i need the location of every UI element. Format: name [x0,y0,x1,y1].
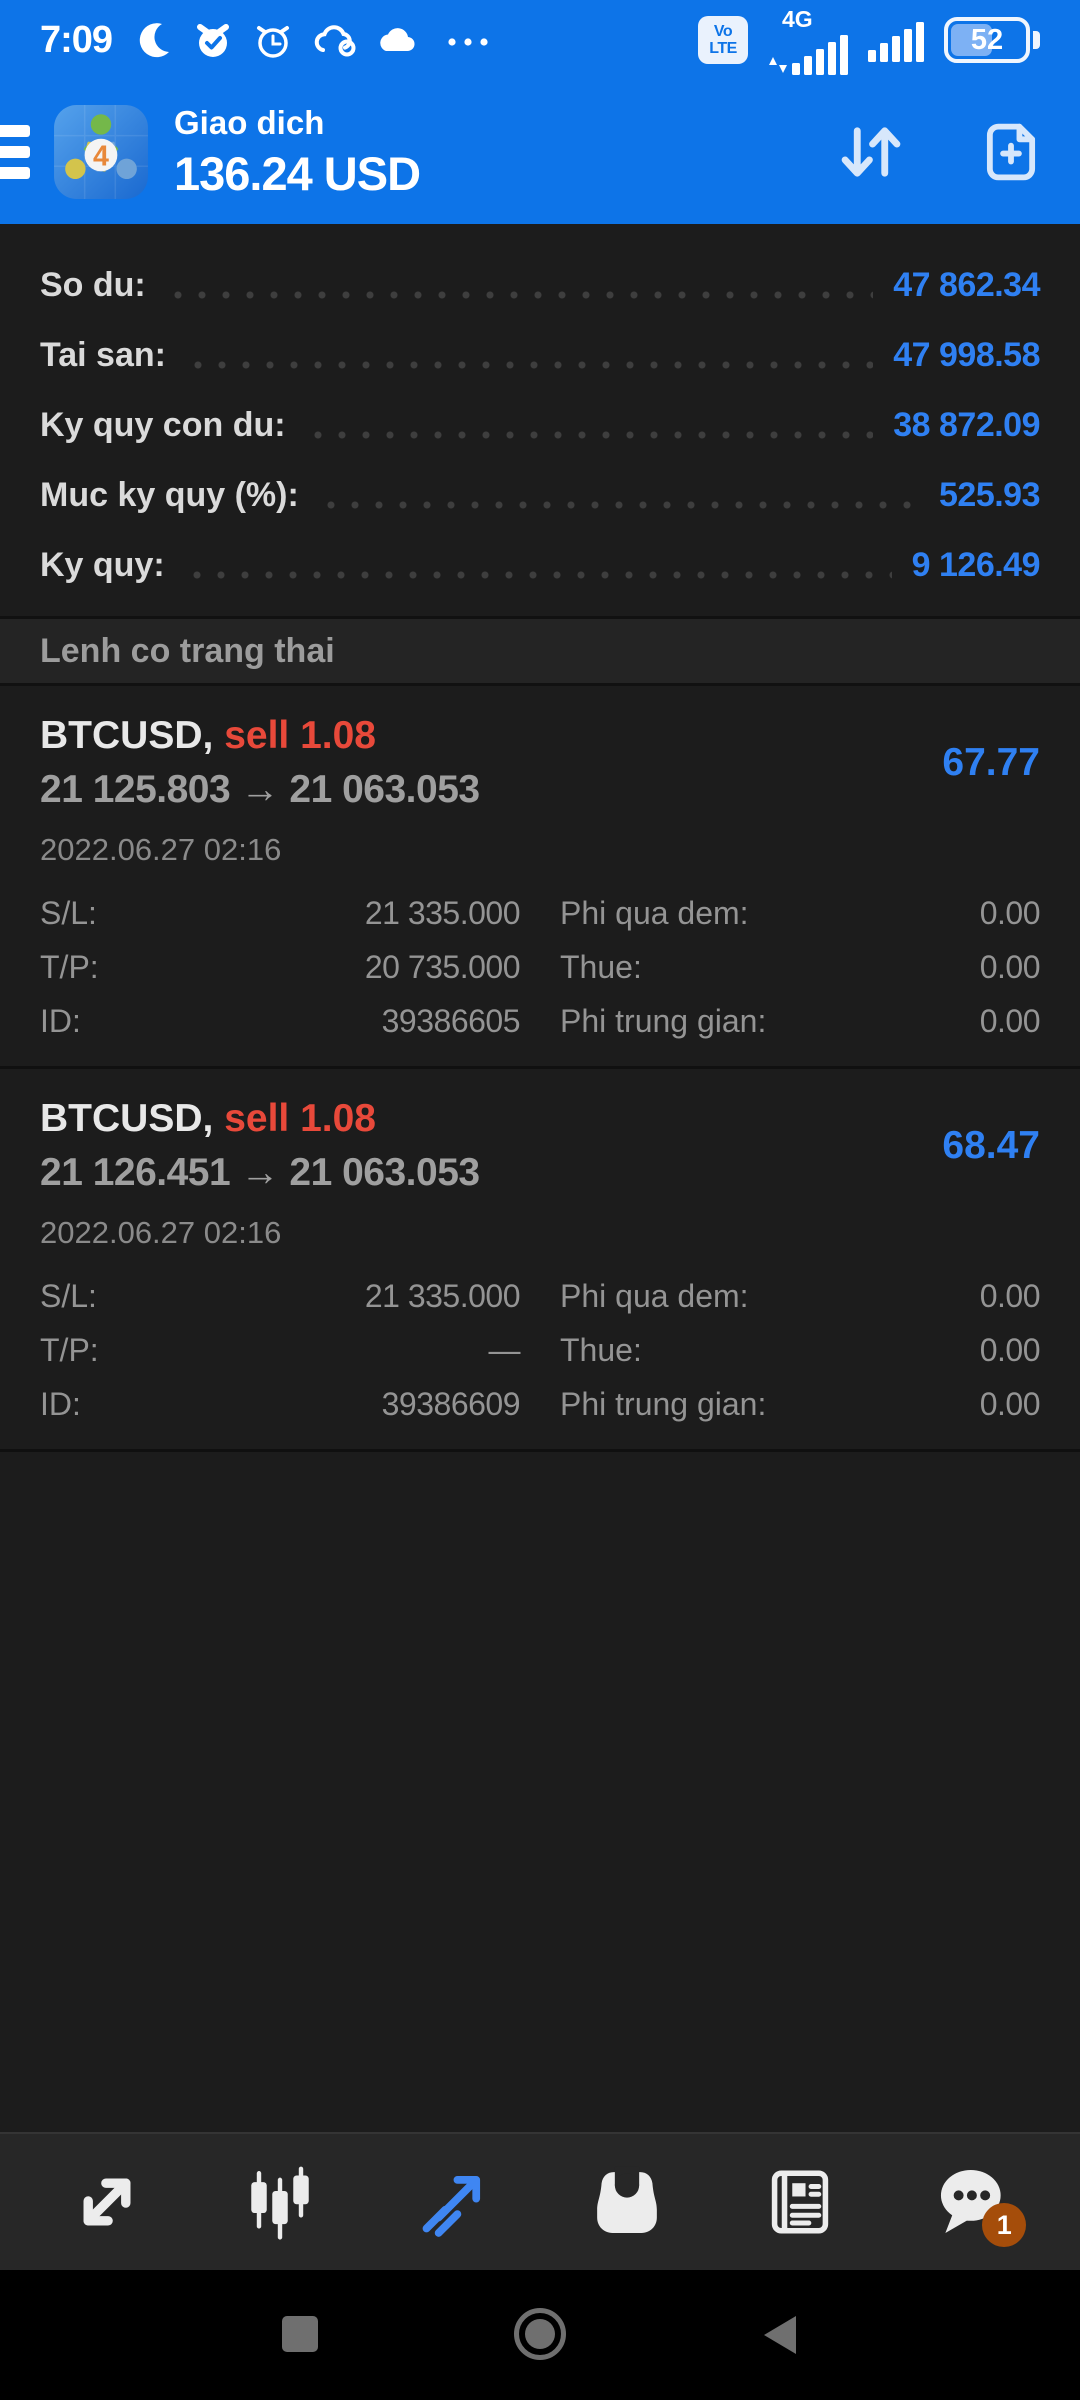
header-balance: 136.24 USD [174,146,421,200]
detail-row: S/L: 21 335.000 Phi qua dem: 0.00 [40,894,1041,931]
sort-button[interactable] [834,115,908,189]
position-symbol: BTCUSD, [40,714,214,757]
network-type-label: 4G [782,5,813,32]
arrow-right-icon: → [240,768,280,811]
page-title: Giao dich [174,103,325,141]
position-card[interactable]: BTCUSD, sell 1.08 21 126.451 → 21 063.05… [0,1069,1080,1452]
detail-row: ID: 39386609 Phi trung gian: 0.00 [40,1385,1041,1422]
positions-section-header: Lenh co trang thai [0,616,1080,686]
detail-row: T/P: — Thue: 0.00 [40,1331,1041,1368]
home-circle-icon[interactable] [514,2308,566,2360]
position-side-volume: sell 1.08 [224,1097,376,1140]
hamburger-menu-button[interactable] [0,125,30,179]
account-row-equity: Tai san: 47 998.58 [40,335,1040,374]
chat-messages-icon [941,2169,1001,2233]
status-bar: 7:09 [0,0,1080,80]
position-profit: 68.47 [942,1124,1040,1167]
dotted-leader [184,571,892,579]
empty-list-area [0,1452,1080,2132]
dotted-leader [185,361,874,369]
account-summary: So du: 47 862.34 Tai san: 47 998.58 Ky q… [0,224,1080,616]
account-row-margin-level: Muc ky quy (%): 525.93 [40,475,1041,514]
volte-badge: Vo LTE [698,16,748,64]
nav-history[interactable] [572,2147,682,2257]
nav-news[interactable] [745,2147,855,2257]
signal-bars-icon [792,34,848,75]
new-order-icon [986,123,1036,181]
position-prices: 21 125.803 → 21 063.053 [40,768,480,811]
battery-indicator: 52 [944,17,1040,63]
nav-charts[interactable] [225,2147,335,2257]
position-profit: 67.77 [942,741,1040,784]
newspaper-icon [771,2170,829,2234]
battery-fill [951,24,992,56]
detail-row: ID: 39386605 Phi trung gian: 0.00 [40,1002,1041,1039]
signal-bars2-icon [868,22,924,62]
position-symbol: BTCUSD, [40,1097,214,1140]
app-version-badge: 4 [93,140,109,172]
sort-arrows-icon [841,127,901,177]
detail-row: S/L: 21 335.000 Phi qua dem: 0.00 [40,1277,1041,1314]
history-tray-icon [596,2166,657,2233]
position-datetime: 2022.06.27 02:16 [40,832,282,867]
data-arrows-icon [769,56,787,73]
unread-badge: 1 [982,2203,1027,2247]
account-row-free-margin: Ky quy con du: 38 872.09 [40,405,1040,444]
nav-quotes[interactable] [52,2147,162,2257]
quotes-trend-icon [83,2178,131,2226]
position-side-volume: sell 1.08 [224,714,376,757]
dotted-leader [318,501,919,509]
position-datetime: 2022.06.27 02:16 [40,1215,282,1250]
moon-icon [134,20,174,60]
back-triangle-icon[interactable] [764,2316,796,2354]
trade-line-icon [422,2176,481,2237]
alarm-check-icon [192,19,234,61]
metatrader-app-icon: 4 [54,105,148,199]
dotted-leader [305,431,874,439]
bottom-navigation: 1 [0,2132,1080,2270]
ellipsis-icon [440,20,496,60]
position-card[interactable]: BTCUSD, sell 1.08 21 125.803 → 21 063.05… [0,686,1080,1069]
dotted-leader [165,291,874,299]
app-header: 4 Giao dich 136.24 USD [0,80,1080,224]
section-title: Lenh co trang thai [40,631,335,670]
signal-sim1: 4G [768,6,848,75]
cloud-icon [376,20,422,60]
recents-square-icon[interactable] [282,2316,318,2352]
position-prices: 21 126.451 → 21 063.053 [40,1151,480,1194]
android-nav-bar [0,2270,1080,2400]
arrow-right-icon: → [240,1151,280,1194]
new-order-button[interactable] [974,115,1048,189]
clock-time: 7:09 [40,18,113,61]
nav-trade[interactable] [398,2147,508,2257]
nav-messages[interactable]: 1 [918,2147,1028,2257]
account-row-margin: Ky quy: 9 126.49 [40,545,1041,584]
candlestick-chart-icon [251,2166,309,2240]
alarm-clock-icon [252,19,294,61]
detail-row: T/P: 20 735.000 Thue: 0.00 [40,948,1041,985]
cloud-sync-icon [312,20,358,60]
battery-percent: 52 [970,23,1004,56]
account-row-balance: So du: 47 862.34 [40,265,1040,304]
